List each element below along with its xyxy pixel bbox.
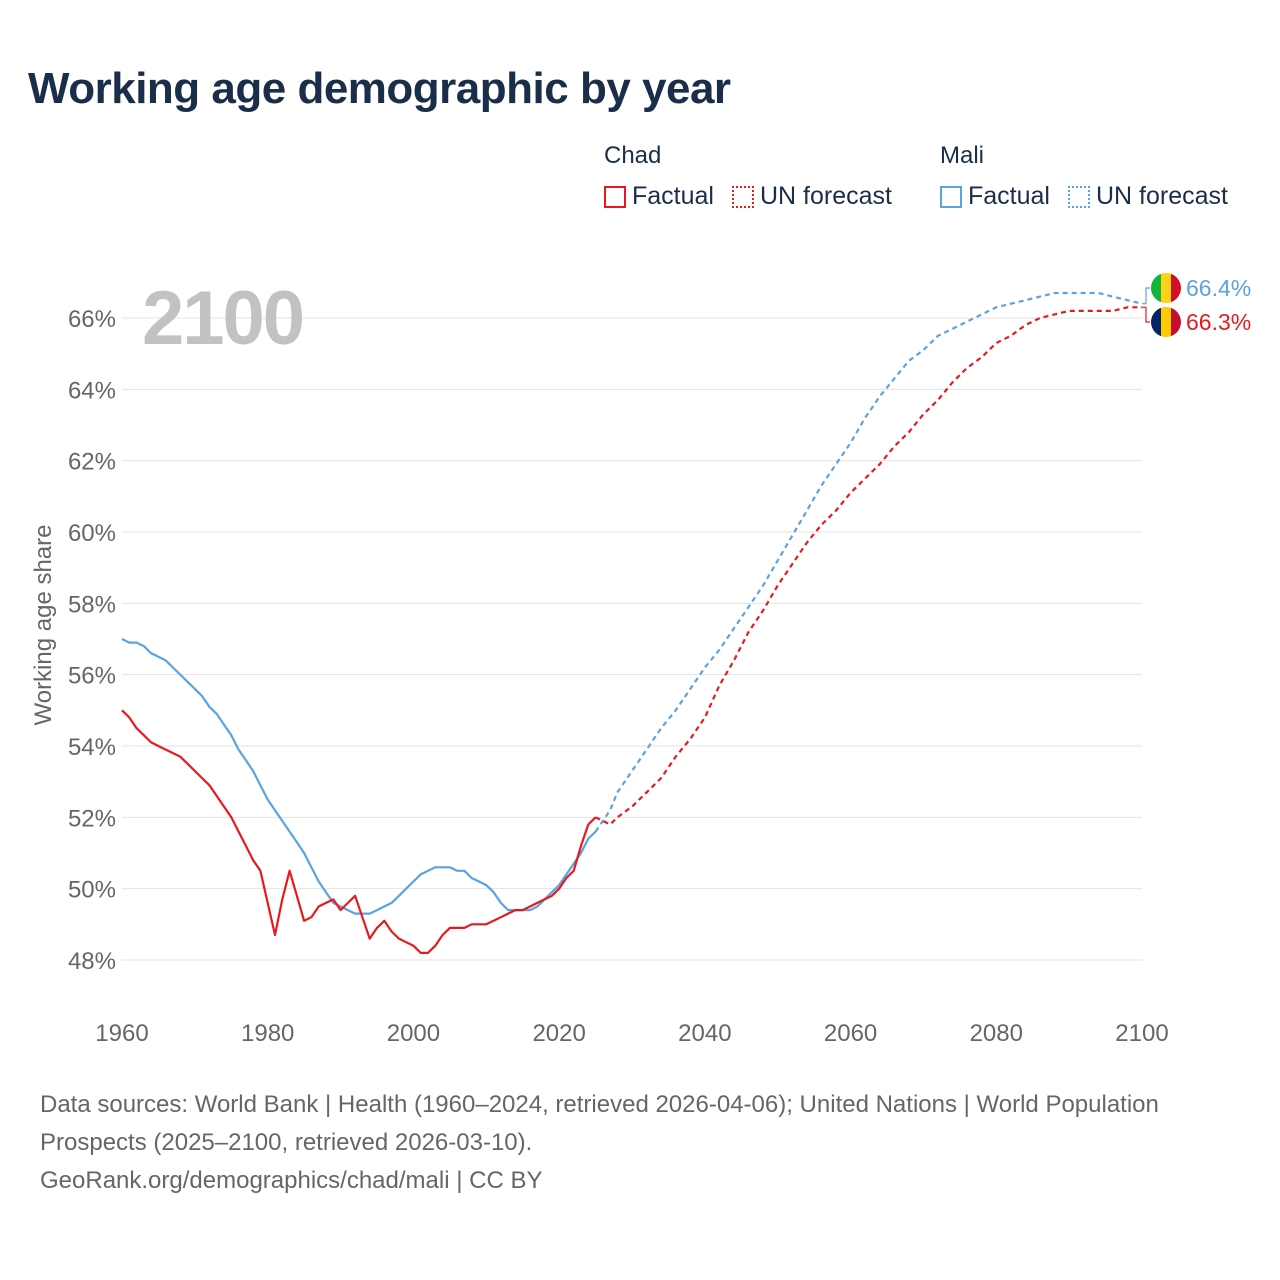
x-tick-label: 1960 [95,1020,148,1047]
end-label-chad: 66.3% [1186,309,1251,335]
legend-group-mali: Mali Factual UN forecast [940,142,1228,211]
x-tick-label: 2100 [1115,1020,1168,1047]
credit-line: GeoRank.org/demographics/chad/mali | CC … [40,1167,543,1194]
swatch-mali-forecast [1067,185,1090,208]
y-tick-label: 64% [68,377,116,404]
y-tick-label: 48% [68,948,116,975]
y-tick-label: 58% [68,591,116,618]
series-line-chad-factual [121,709,597,954]
end-connector-mali [1142,287,1150,305]
flag-mali-icon [1151,273,1181,303]
y-tick-label: 60% [68,520,116,547]
legend-chad-factual[interactable]: Factual [604,182,714,211]
legend-country-mali: Mali [940,142,985,169]
swatch-chad-forecast [731,185,754,208]
y-tick-label: 56% [68,663,116,690]
x-tick-label: 2080 [970,1020,1023,1047]
line-chart: 48% 50% 52% 54% 56% 58% 60% 62% 64% 66% 1960 1980 20… [30,273,1251,1047]
legend-mali-factual[interactable]: Factual [940,182,1050,211]
legend-chad-forecast[interactable]: UN forecast [731,182,892,211]
legend-mali-forecast[interactable]: UN forecast [1067,182,1228,211]
y-axis-title: Working age share [30,525,57,726]
y-tick-label: 50% [68,877,116,904]
year-watermark: 2100 [142,276,303,361]
end-label-mali: 66.4% [1186,275,1251,301]
swatch-chad-factual [604,185,626,208]
x-tick-label: 1980 [241,1020,294,1047]
x-tick-label: 2060 [824,1020,877,1047]
legend-mali-factual-label: Factual [968,182,1050,210]
swatch-mali-factual [940,185,962,208]
data-sources: Data sources: World Bank | Health (1960–… [40,1091,1159,1156]
y-tick-label: 62% [68,449,116,476]
chart-title: Working age demographic by year [28,64,731,113]
legend-chad-forecast-label: UN forecast [759,182,892,210]
x-tick-label: 2020 [532,1020,585,1047]
x-tick-label: 2040 [678,1020,731,1047]
legend-mali-forecast-label: UN forecast [1095,182,1228,210]
legend-chad-factual-label: Factual [632,182,714,210]
y-tick-label: 54% [68,734,116,761]
series-line-chad-forecast [595,306,1142,826]
y-tick-label: 66% [68,306,116,333]
end-connector-chad [1142,306,1150,323]
x-tick-label: 2000 [387,1020,440,1047]
footer: Data sources: World Bank | Health (1960–… [40,1086,1240,1200]
series-line-mali-forecast [594,291,1143,833]
y-tick-label: 52% [68,805,116,832]
legend-country-chad: Chad [604,142,662,169]
legend-group-chad: Chad Factual UN forecast [604,142,892,211]
flag-chad-icon [1151,307,1181,337]
series-line-mali-factual [121,638,597,915]
